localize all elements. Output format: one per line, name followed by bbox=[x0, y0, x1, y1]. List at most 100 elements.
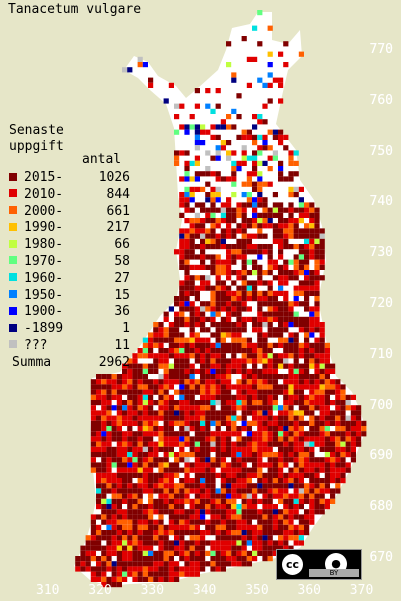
grid-cell bbox=[252, 348, 258, 354]
grid-cell bbox=[272, 316, 278, 322]
grid-cell bbox=[298, 410, 304, 416]
grid-cell bbox=[293, 348, 299, 354]
grid-cell bbox=[278, 280, 284, 286]
grid-cell bbox=[236, 561, 242, 567]
grid-cell bbox=[262, 311, 268, 317]
grid-cell bbox=[298, 301, 304, 307]
grid-cell bbox=[267, 353, 273, 359]
grid-cell bbox=[163, 566, 169, 572]
grid-cell bbox=[324, 467, 330, 473]
grid-cell bbox=[220, 472, 226, 478]
grid-cell bbox=[184, 337, 190, 343]
grid-cell bbox=[298, 186, 304, 192]
grid-cell bbox=[179, 415, 185, 421]
y-tick-label: 760 bbox=[369, 92, 393, 108]
grid-cell bbox=[246, 316, 252, 322]
grid-cell bbox=[267, 389, 273, 395]
grid-cell bbox=[200, 342, 206, 348]
grid-cell bbox=[205, 493, 211, 499]
grid-cell bbox=[96, 535, 102, 541]
grid-cell bbox=[179, 316, 185, 322]
grid-cell bbox=[335, 478, 341, 484]
grid-cell bbox=[194, 498, 200, 504]
grid-cell bbox=[116, 556, 122, 562]
grid-cell bbox=[231, 446, 237, 452]
grid-cell bbox=[272, 379, 278, 385]
grid-cell bbox=[127, 556, 133, 562]
grid-cell bbox=[142, 530, 148, 536]
grid-cell bbox=[340, 410, 346, 416]
grid-cell bbox=[257, 223, 263, 229]
grid-cell bbox=[210, 374, 216, 380]
grid-cell bbox=[283, 290, 289, 296]
grid-cell bbox=[142, 462, 148, 468]
grid-cell bbox=[272, 384, 278, 390]
grid-cell bbox=[319, 233, 325, 239]
grid-cell bbox=[288, 353, 294, 359]
grid-cell bbox=[283, 316, 289, 322]
grid-cell bbox=[184, 353, 190, 359]
grid-cell bbox=[231, 462, 237, 468]
grid-cell bbox=[288, 394, 294, 400]
grid-cell bbox=[304, 342, 310, 348]
grid-cell bbox=[257, 306, 263, 312]
grid-cell bbox=[330, 488, 336, 494]
legend-label: ??? bbox=[24, 337, 48, 353]
legend-swatch bbox=[9, 256, 17, 265]
grid-cell bbox=[252, 462, 258, 468]
grid-cell bbox=[174, 420, 180, 426]
grid-cell bbox=[236, 389, 242, 395]
grid-cell bbox=[111, 530, 117, 536]
grid-cell bbox=[262, 400, 268, 406]
grid-cell bbox=[168, 530, 174, 536]
grid-cell bbox=[142, 368, 148, 374]
grid-cell bbox=[278, 431, 284, 437]
grid-cell bbox=[200, 244, 206, 250]
grid-cell bbox=[252, 186, 258, 192]
grid-cell bbox=[179, 504, 185, 510]
grid-cell bbox=[137, 384, 143, 390]
grid-cell bbox=[283, 280, 289, 286]
grid-cell bbox=[194, 358, 200, 364]
grid-cell bbox=[148, 524, 154, 530]
grid-cell bbox=[309, 478, 315, 484]
grid-cell bbox=[132, 457, 138, 463]
grid-cell bbox=[288, 259, 294, 265]
grid-cell bbox=[184, 275, 190, 281]
grid-cell bbox=[132, 452, 138, 458]
grid-cell bbox=[184, 400, 190, 406]
grid-cell bbox=[324, 389, 330, 395]
legend-label: 2015- bbox=[24, 170, 64, 185]
grid-cell bbox=[335, 436, 341, 442]
grid-cell bbox=[205, 488, 211, 494]
grid-cell bbox=[293, 150, 299, 156]
grid-cell bbox=[174, 368, 180, 374]
grid-cell bbox=[298, 316, 304, 322]
grid-cell bbox=[314, 238, 320, 244]
grid-cell bbox=[356, 405, 362, 411]
grid-cell bbox=[220, 368, 226, 374]
grid-cell bbox=[148, 571, 154, 577]
grid-cell bbox=[127, 374, 133, 380]
grid-cell bbox=[215, 264, 221, 270]
grid-cell bbox=[252, 374, 258, 380]
grid-cell bbox=[179, 212, 185, 218]
grid-cell bbox=[215, 207, 221, 213]
grid-cell bbox=[184, 342, 190, 348]
grid-cell bbox=[267, 62, 273, 68]
grid-cell bbox=[252, 249, 258, 255]
grid-cell bbox=[278, 275, 284, 281]
grid-cell bbox=[184, 478, 190, 484]
grid-cell bbox=[257, 316, 263, 322]
grid-cell bbox=[127, 509, 133, 515]
grid-cell bbox=[257, 280, 263, 286]
grid-cell bbox=[215, 545, 221, 551]
legend-label: 1960- bbox=[24, 270, 64, 286]
grid-cell bbox=[194, 223, 200, 229]
grid-cell bbox=[194, 446, 200, 452]
cc-license-badge[interactable]: cc ● BY bbox=[276, 549, 362, 580]
grid-cell bbox=[194, 244, 200, 250]
grid-cell bbox=[205, 457, 211, 463]
grid-cell bbox=[194, 436, 200, 442]
grid-cell bbox=[116, 504, 122, 510]
